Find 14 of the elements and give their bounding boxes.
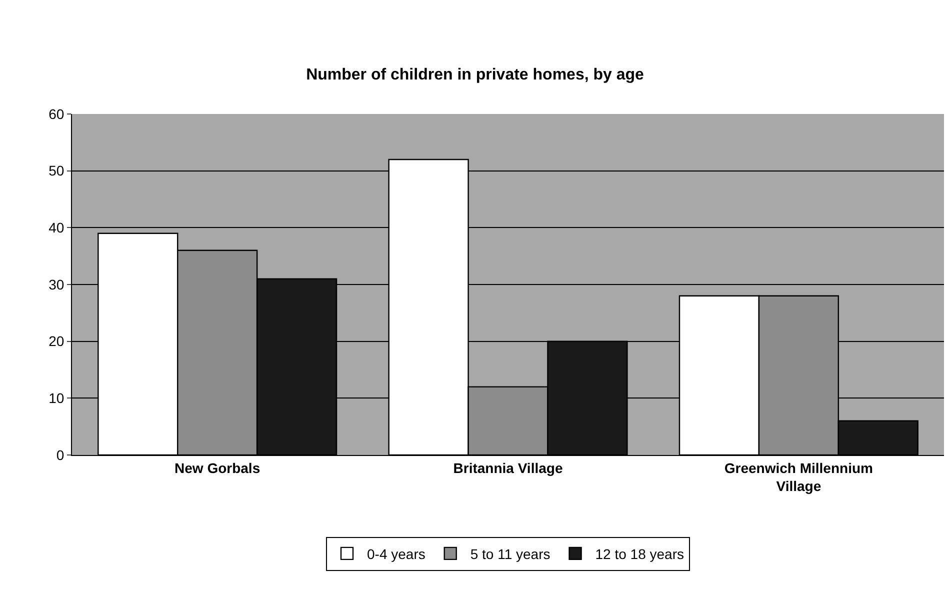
legend-label: 12 to 18 years [595,546,684,562]
y-tick-label: 60 [48,106,64,122]
y-tick-label: 30 [48,276,64,292]
legend-label: 0-4 years [367,546,426,562]
y-tick-label: 50 [48,162,64,179]
y-tick-label: 0 [56,446,64,463]
chart-title: Number of children in private homes, by age [306,66,644,84]
x-tick-label: Britannia Village [453,460,563,476]
y-tick-label: 10 [48,390,64,406]
x-tick-label: New Gorbals [174,460,260,476]
x-tick-label: Greenwich Millennium Village [724,460,873,494]
y-tick-label: 20 [48,333,64,350]
legend-label: 5 to 11 years [470,546,550,562]
y-tick-label: 40 [48,220,64,236]
